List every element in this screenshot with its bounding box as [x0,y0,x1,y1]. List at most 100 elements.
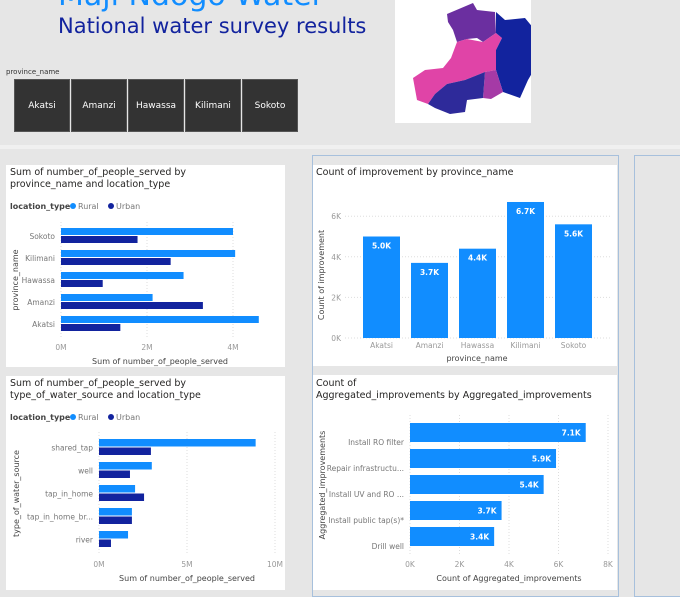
bar-kilimani[interactable] [507,201,544,338]
slicer-button-akatsi[interactable]: Akatsi [14,79,70,132]
legend-marker-rural [70,203,76,209]
x-tick-label: 0K [405,560,416,569]
data-label: 7.1K [562,429,582,438]
bar-sokoto[interactable] [555,224,592,338]
bar-rural-2 [61,272,184,279]
bar-urban-0 [61,236,138,243]
bar-urban-3 [61,302,203,309]
data-label: 5.4K [520,481,540,490]
map-region-southeast [483,70,503,99]
y-tick-label: tap_in_home [45,490,93,499]
bar-rural-3 [61,294,153,301]
legend-marker-rural [70,414,76,420]
y-tick-label: Amanzi [27,298,55,307]
y-tick-label: Sokoto [29,232,55,241]
x-tick-label: Kilimani [511,341,541,350]
x-tick-label: 0M [93,560,104,569]
chart-card-people-by-source [6,376,285,590]
y-tick-label: 6K [331,212,342,221]
province-map[interactable] [395,0,540,123]
map-region-north [447,3,496,42]
dashboard-title: Maji Ndogo Water [58,0,324,13]
legend-marker-urban [108,203,114,209]
y-tick-label: Drill well [372,542,404,551]
y-tick-label: 0K [331,334,342,343]
y-tick-label: Install UV and RO ... [329,490,404,499]
bar-rural-1 [61,250,236,257]
bar-rural-0 [61,228,233,235]
y-tick-label: well [78,467,93,476]
data-label: 3.4K [470,533,490,542]
x-tick-label: 4M [227,343,238,352]
bar-rural-4 [61,316,259,323]
bar-urban-1 [61,258,171,265]
legend-label-rural: Rural [78,202,99,211]
bar-3 [410,501,502,520]
bar-urban-4 [99,539,111,547]
map-region-central [413,33,502,104]
bar-1 [410,449,557,468]
data-label: 5.9K [532,455,552,464]
slicer-button-hawassa[interactable]: Hawassa [128,79,184,132]
bar-2 [410,475,544,494]
slicer-label: province_name [6,68,60,76]
bar-urban-3 [99,516,132,524]
bar-amanzi[interactable] [411,262,448,338]
y-tick-label: 2K [331,293,342,302]
data-label: 5.6K [564,229,584,238]
data-label: 4.4K [468,254,488,263]
y-axis-title: Count of improvement [317,230,326,320]
y-tick-label: river [76,536,94,545]
bar-rural-4 [99,531,129,539]
x-axis-title: Count of Aggregated_improvements [436,574,581,583]
chart-title: Count of improvement by province_name [316,167,514,178]
bar-akatsi[interactable] [363,236,400,339]
legend-label-rural: Rural [78,413,99,422]
y-tick-label: Akatsi [32,320,55,329]
divider [0,145,680,149]
data-label: 3.7K [420,268,440,277]
x-tick-label: Sokoto [561,341,587,350]
x-tick-label: 2K [455,560,466,569]
y-tick-label: Install RO filter [348,438,405,447]
y-tick-label: Install public tap(s)* [328,516,404,525]
bar-rural-2 [99,485,136,493]
bar-urban-2 [61,280,103,287]
slicer-button-amanzi[interactable]: Amanzi [71,79,127,132]
x-tick-label: Amanzi [416,341,444,350]
x-tick-label: Hawassa [461,341,494,350]
bar-hawassa[interactable] [459,248,496,338]
bar-0 [410,423,586,442]
map-region-south [428,72,485,114]
y-tick-label: 4K [331,253,342,262]
bar-4 [410,527,495,546]
bar-urban-4 [61,324,121,331]
slicer-button-sokoto[interactable]: Sokoto [242,79,298,132]
x-tick-label: 6K [554,560,565,569]
slicer-button-kilimani[interactable]: Kilimani [185,79,241,132]
chart-title: Aggregated_improvements by Aggregated_im… [316,390,592,401]
legend-label-urban: Urban [116,202,140,211]
x-axis-title: province_name [446,354,507,363]
y-tick-label: Hawassa [22,276,55,285]
x-axis-title: Sum of number_of_people_served [119,574,255,583]
chart-title: type_of_water_source and location_type [10,390,201,401]
map-shapes [413,3,540,114]
x-tick-label: 5M [181,560,192,569]
bar-rural-1 [99,462,152,470]
x-tick-label: 4K [504,560,515,569]
x-tick-label: 0M [55,343,66,352]
legend-title: location_type [10,202,71,211]
y-tick-label: tap_in_home_br... [27,513,93,522]
bar-urban-1 [99,470,130,478]
x-tick-label: Akatsi [370,341,393,350]
chart-title: Sum of number_of_people_served by [10,167,186,178]
x-tick-label: 10M [267,560,283,569]
legend-title: location_type [10,413,71,422]
legend-marker-urban [108,414,114,420]
bar-rural-3 [99,508,132,516]
chart-title: province_name and location_type [10,179,170,190]
dashboard-subtitle: National water survey results [58,14,367,38]
data-label: 3.7K [477,507,497,516]
